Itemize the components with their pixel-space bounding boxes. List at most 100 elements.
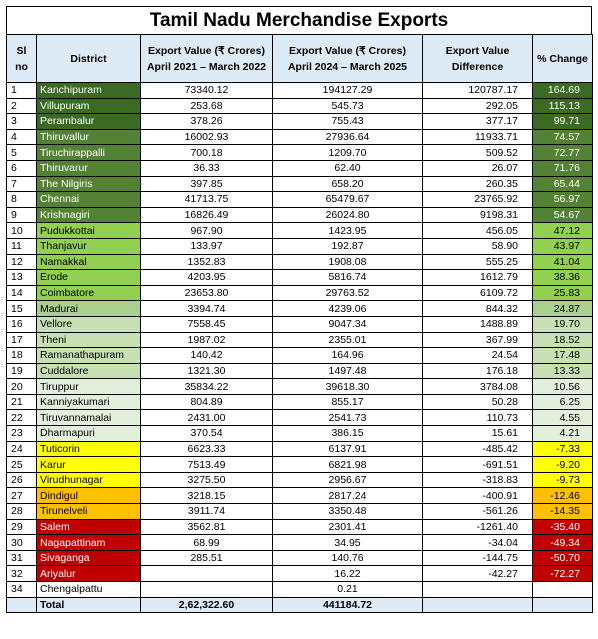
table-cell: 6.25	[532, 393, 593, 411]
column-header: % Change	[532, 34, 593, 83]
table-row: 6 Thiruvarur 36.33 62.40 26.07 71.76	[6, 159, 593, 177]
table-cell: 133.97	[140, 237, 273, 255]
table-cell: -9.73	[532, 471, 593, 489]
table-cell: 35834.22	[140, 378, 273, 395]
table-cell: Thiruvarur	[36, 159, 141, 177]
table-cell: 192.87	[272, 237, 423, 255]
table-cell: 58.90	[422, 237, 533, 255]
table-cell: 555.25	[422, 253, 533, 271]
table-row: 25 Karur 7513.49 6821.98 -691.51 -9.20	[6, 456, 593, 473]
table-cell: Thiruvallur	[36, 128, 141, 146]
table-cell: 16	[6, 315, 37, 333]
table-cell: -35.40	[532, 518, 593, 536]
table-cell: 292.05	[422, 97, 533, 115]
table-cell: 41713.75	[140, 191, 273, 208]
table-cell: 16.22	[272, 565, 423, 582]
table-cell: 38.36	[532, 269, 593, 286]
table-cell: 18.52	[532, 331, 593, 349]
table-cell: 370.54	[140, 425, 273, 442]
table-cell: 29	[6, 518, 37, 536]
table-cell: 658.20	[272, 175, 423, 193]
table-cell	[6, 596, 37, 614]
table-cell: 1423.95	[272, 222, 423, 239]
table-cell: 110.73	[422, 409, 533, 427]
table-cell: 43.97	[532, 237, 593, 255]
table-row: 16 Vellore 7558.45 9047.34 1488.89 19.70	[6, 315, 593, 333]
table-cell: 56.97	[532, 191, 593, 208]
table-row: 22 Tiruvannamalai 2431.00 2541.73 110.73 4.55	[6, 409, 593, 427]
table-cell: -42.27	[422, 565, 533, 582]
table-cell: Dharmapuri	[36, 425, 141, 442]
column-header: Sl no	[6, 34, 37, 83]
table-cell: -12.46	[532, 487, 593, 505]
table-cell: 260.35	[422, 175, 533, 193]
table-cell: 25.83	[532, 284, 593, 302]
table-row: 31 Sivaganga 285.51 140.76 -144.75 -50.70	[6, 549, 593, 567]
table-cell: 16826.49	[140, 206, 273, 224]
table-cell: 0.21	[272, 581, 423, 598]
table-cell: Ariyalur	[36, 565, 141, 582]
table-cell: 41.04	[532, 253, 593, 271]
table-cell: 115.13	[532, 97, 593, 115]
table-cell: Virudhunagar	[36, 471, 141, 489]
table-cell: -72.27	[532, 565, 593, 582]
table-cell: 2	[6, 97, 37, 115]
table-cell: 3784.08	[422, 378, 533, 395]
total-row: Total 2,62,322.60 441184.72	[6, 596, 593, 614]
table-cell: 2431.00	[140, 409, 273, 427]
column-header: Export Value Difference	[422, 34, 533, 83]
table-cell: 9198.31	[422, 206, 533, 224]
table-cell: 36.33	[140, 159, 273, 177]
table-cell: Perambalur	[36, 113, 141, 130]
table-cell: 39618.30	[272, 378, 423, 395]
table-cell: 120787.17	[422, 82, 533, 99]
table-cell: -50.70	[532, 549, 593, 567]
table-cell: 50.28	[422, 393, 533, 411]
table-cell: Kanniyakumari	[36, 393, 141, 411]
column-header: Export Value (₹ Crores) April 2024 – Mar…	[272, 34, 423, 83]
table-cell: Ramanathapuram	[36, 347, 141, 364]
table-row: 19 Cuddalore 1321.30 1497.48 176.18 13.33	[6, 362, 593, 380]
table-cell: 28	[6, 503, 37, 520]
table-cell: 99.71	[532, 113, 593, 130]
table-cell: Erode	[36, 269, 141, 286]
table-cell: 15	[6, 300, 37, 317]
table-row: 5 Tiruchirappalli 700.18 1209.70 509.52 72.77	[6, 144, 593, 161]
table-row: 7 The Nilgiris 397.85 658.20 260.35 65.44	[6, 175, 593, 193]
table-cell: Villupuram	[36, 97, 141, 115]
table-cell: 74.57	[532, 128, 593, 146]
table-cell: 30	[6, 534, 37, 551]
table-cell: 29763.52	[272, 284, 423, 302]
table-cell: 1908.08	[272, 253, 423, 271]
table-row: 18 Ramanathapuram 140.42 164.96 24.54 17.48	[6, 347, 593, 364]
table-cell: 285.51	[140, 549, 273, 567]
table-cell: 12	[6, 253, 37, 271]
table-cell: 6623.33	[140, 440, 273, 458]
table-cell: Tiruchirappalli	[36, 144, 141, 161]
table-cell: 253.68	[140, 97, 273, 115]
table-cell: 164.69	[532, 82, 593, 99]
table-cell	[422, 581, 533, 598]
table-cell: 4	[6, 128, 37, 146]
table-cell: -1261.40	[422, 518, 533, 536]
table-cell: -318.83	[422, 471, 533, 489]
table-cell: 27	[6, 487, 37, 505]
table-cell: 54.67	[532, 206, 593, 224]
table-cell: 26	[6, 471, 37, 489]
table-row: 27 Dindigul 3218.15 2817.24 -400.91 -12.46	[6, 487, 593, 505]
table-cell: Karur	[36, 456, 141, 473]
table-cell: 1497.48	[272, 362, 423, 380]
exports-table: Sl no District Export Value (₹ Crores) Apr…	[6, 34, 593, 614]
table-cell: -485.42	[422, 440, 533, 458]
table-row: 3 Perambalur 378.26 755.43 377.17 99.71	[6, 113, 593, 130]
table-cell: 3	[6, 113, 37, 130]
table-cell: 9	[6, 206, 37, 224]
table-row: 12 Namakkal 1352.83 1908.08 555.25 41.04	[6, 253, 593, 271]
table-cell: 700.18	[140, 144, 273, 161]
table-cell: 68.99	[140, 534, 273, 551]
table-cell: 23653.80	[140, 284, 273, 302]
table-row: 29 Salem 3562.81 2301.41 -1261.40 -35.40	[6, 518, 593, 536]
column-header: Export Value (₹ Crores) April 2021 – Mar…	[140, 34, 273, 83]
table-body: 1 Kanchipuram 73340.12 194127.29 120787.17 16…	[6, 82, 593, 614]
